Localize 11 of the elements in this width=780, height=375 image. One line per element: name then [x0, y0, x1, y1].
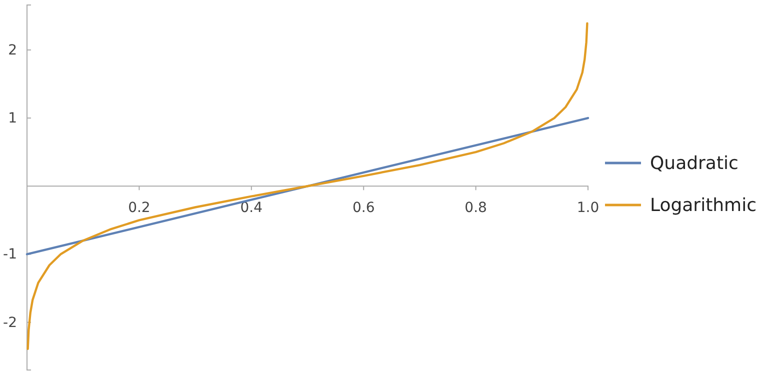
x-tick-label: 0.6: [352, 200, 375, 216]
x-tick-label: 0.2: [128, 200, 150, 216]
legend-label: Quadratic: [650, 153, 738, 174]
y-tick-label: -2: [3, 314, 17, 331]
x-tick-label: 0.8: [464, 200, 487, 216]
x-tick-label: 0.4: [240, 200, 263, 216]
legend-label: Logarithmic: [650, 195, 756, 216]
y-tick-label: 1: [8, 110, 17, 127]
y-tick-label: -1: [3, 246, 17, 263]
y-tick-label: 2: [8, 42, 17, 58]
x-tick-label: 1.0: [576, 200, 600, 216]
